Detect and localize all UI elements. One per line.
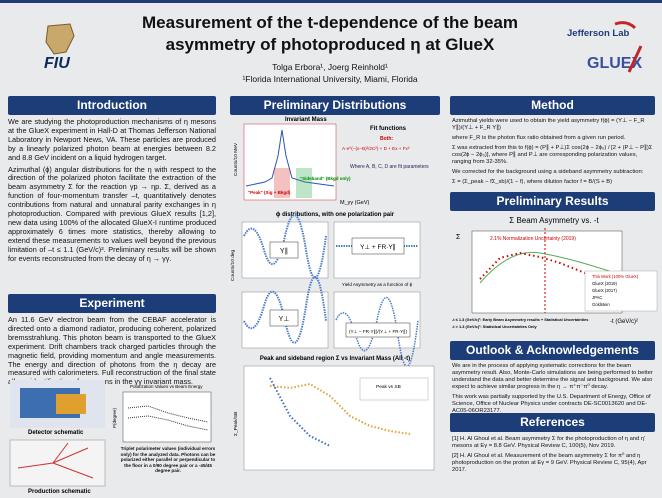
caption-box: Triplet polarimeter values (individual e… bbox=[120, 446, 216, 474]
axis-label: M_γγ (GeV) bbox=[340, 200, 370, 206]
affiliation: ¹Florida International University, Miami… bbox=[242, 74, 418, 84]
label-box bbox=[269, 241, 299, 259]
intro-text: We are studying the photoproduction mech… bbox=[8, 117, 216, 267]
section-heading: Method bbox=[450, 96, 655, 115]
plot-frame bbox=[243, 123, 337, 201]
title: Measurement of the t-dependence of the b… bbox=[110, 12, 550, 56]
axis-label: -t (GeV/c)² bbox=[610, 319, 638, 325]
section-heading: Experiment bbox=[8, 294, 216, 313]
legend bbox=[359, 377, 429, 401]
axis-label: Counts/10 deg bbox=[230, 249, 236, 281]
legend-label: Goldstein bbox=[592, 302, 610, 307]
label-box bbox=[345, 322, 411, 338]
experiment-figures: Detector schematic Production schematic … bbox=[9, 380, 216, 495]
plot-title: Σ Beam Asymmetry vs. -t bbox=[509, 216, 599, 225]
panel-label: Y∥ bbox=[280, 247, 288, 255]
panther-head bbox=[45, 23, 75, 55]
sigma-points bbox=[269, 377, 331, 447]
panel-label: Y⊥ + FR·Y∥ bbox=[360, 243, 396, 251]
caption: Triplet polarimeter values (individual e… bbox=[120, 446, 216, 474]
plot-frame bbox=[122, 391, 212, 443]
paragraph: Azimuthal (ϕ) angular distributions for … bbox=[8, 164, 216, 263]
section-heading: Preliminary Distributions bbox=[230, 96, 440, 115]
legend-label: GlueX (2019) bbox=[592, 281, 618, 286]
logo-text: Jefferson Lab bbox=[567, 28, 629, 39]
caption: Production schematic bbox=[28, 489, 91, 495]
phi-points bbox=[243, 275, 327, 344]
caption: Yield Asymmetry as a function of ϕ bbox=[342, 282, 413, 287]
fit-note-box: Where A, B, C, D are fit parameters bbox=[350, 164, 429, 170]
axis-label: Counts/10 MeV bbox=[233, 142, 239, 176]
fit-title: Fit functions bbox=[370, 126, 407, 132]
gluex-mark bbox=[627, 45, 643, 73]
title-line: asymmetry of photoproduced η at GlueX bbox=[165, 35, 495, 54]
title-line: Measurement of the t-dependence of the b… bbox=[142, 13, 518, 32]
section-heading: Preliminary Results bbox=[450, 192, 655, 211]
plot-title: Polarization Values vs Beam Energy bbox=[130, 384, 203, 389]
paragraph: We are studying the photoproduction mech… bbox=[8, 117, 216, 162]
axis-label: Σ_Peak/SB bbox=[233, 412, 239, 436]
model-curve bbox=[479, 251, 616, 284]
lab-logos: Jefferson Lab GLUEX bbox=[567, 21, 643, 73]
annotation: "Peak" (Sig + Bkgd) bbox=[248, 190, 291, 195]
label-box bbox=[351, 237, 405, 255]
panel-label: Y⊥ bbox=[279, 316, 290, 323]
logo-text: GLUEX bbox=[587, 55, 642, 72]
legend-label: GlueX (2017) bbox=[592, 288, 618, 293]
legend-label: Peak vs SB bbox=[376, 384, 401, 390]
references-text: [1] H. Al Ghoul et al. Beam asymmetry Σ … bbox=[452, 436, 653, 477]
caption: Peak and sideband region Σ vs Invariant … bbox=[260, 356, 410, 362]
caption: Detector schematic bbox=[28, 430, 84, 436]
axis-label: Σ bbox=[456, 234, 461, 241]
legend-label: This Work (100% GlueX) bbox=[592, 274, 639, 279]
label-box bbox=[269, 309, 299, 327]
sigma-points bbox=[269, 382, 411, 435]
phi-points bbox=[335, 296, 419, 368]
authors: Tolga Erbora¹, Joerg Reinhold¹ bbox=[272, 62, 388, 72]
paragraph: Σ was extracted from this to f(ϕ) = (P∥ … bbox=[452, 145, 653, 165]
annotation: 2.1% Normalization Uncertainty (2019) bbox=[490, 236, 576, 242]
fit-label: Both: bbox=[380, 136, 393, 142]
fiu-logo: FIU bbox=[44, 23, 75, 72]
caption: ϕ distributions, with one polarization p… bbox=[276, 212, 395, 218]
results-plot: Σ Beam Asymmetry vs. -t Σ 2.1% Normaliza… bbox=[452, 216, 658, 329]
paragraph: We are in the process of applying system… bbox=[452, 363, 653, 390]
annotation: "Sideband" (Bkgd only) bbox=[300, 176, 351, 181]
distribution-plots: Invariant Mass Counts/10 MeV "Peak" (Sig… bbox=[230, 117, 435, 471]
peak-region bbox=[274, 168, 290, 198]
pol-points bbox=[127, 405, 209, 431]
axis-label: P(degree) bbox=[112, 407, 117, 428]
paragraph: Azimuthal yields were used to obtain the… bbox=[452, 118, 645, 131]
method-text: Azimuthal yields were used to obtain the… bbox=[452, 118, 653, 189]
header-rule bbox=[0, 0, 662, 3]
section-heading: References bbox=[450, 413, 655, 432]
legend-label: JPAC bbox=[592, 295, 602, 300]
reference: [2] H. Al Ghoul et al. Measurement of th… bbox=[452, 453, 647, 473]
outlook-text: We are in the process of applying system… bbox=[452, 363, 653, 418]
fit-note: Where A, B, C, D are fit parameters bbox=[350, 164, 429, 170]
section-heading: Introduction bbox=[8, 96, 216, 115]
production-image bbox=[9, 439, 106, 487]
mass-hist bbox=[245, 129, 335, 187]
experiment-text: An 11.6 GeV electron beam from the CEBAF… bbox=[8, 315, 216, 387]
paragraph: Σ = (Σ_peak − fΣ_sb)/(1 − f), where dilu… bbox=[452, 179, 613, 185]
paragraph: This work was partially supported by the… bbox=[452, 394, 651, 414]
section-heading: Outlook & Acknowledgements bbox=[450, 341, 655, 360]
production-lines bbox=[17, 442, 94, 479]
plot-frame bbox=[333, 291, 421, 349]
panel-label: (Y⊥ − FR·Y∥)/(Y⊥ + FR·Y∥) bbox=[349, 329, 407, 335]
jlab-swoosh bbox=[614, 21, 637, 30]
paragraph: where F_R is the photon flux ratio obtai… bbox=[452, 135, 626, 141]
sideband-region bbox=[296, 168, 312, 198]
plot-title: Invariant Mass bbox=[285, 117, 327, 123]
reference: [1] H. Al Ghoul et al. Beam asymmetry Σ … bbox=[452, 436, 646, 449]
note: -t > 1.3 (GeV/c)²: Statistical Uncertain… bbox=[452, 324, 537, 329]
fit-formula: A·e^(−(x−B)²/2C²) + D + Ex + Fx² bbox=[342, 146, 410, 151]
legend bbox=[584, 270, 658, 312]
logo-text: FIU bbox=[44, 55, 70, 72]
note: -t ≤ 1.3 (GeV/c)²: Early Beam Asymmetry … bbox=[452, 317, 588, 322]
detector-part bbox=[56, 394, 86, 414]
paragraph: We corrected for the background using a … bbox=[452, 169, 644, 175]
